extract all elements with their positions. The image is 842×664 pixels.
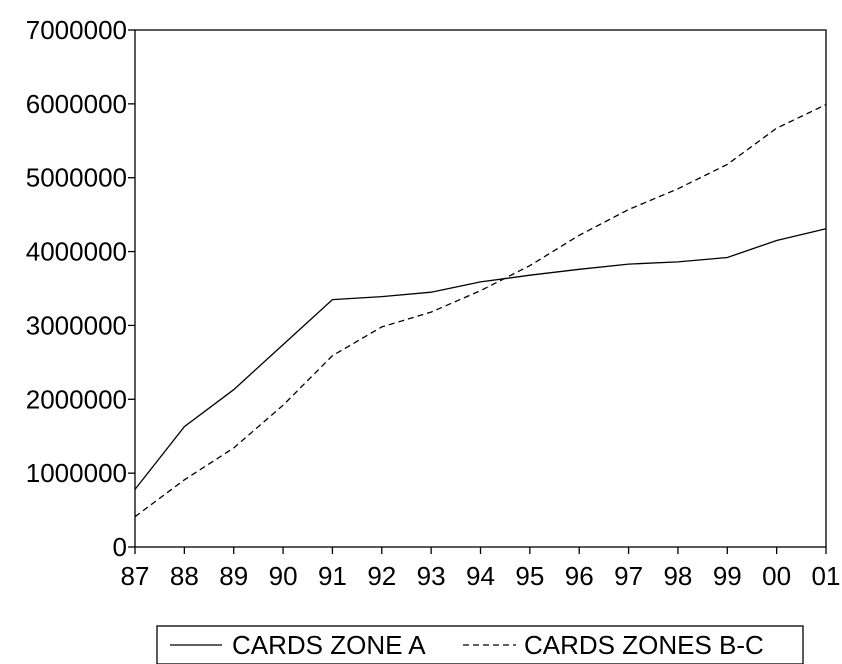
x-tick-label: 87 (121, 561, 150, 591)
x-tick-label: 93 (417, 561, 446, 591)
plot-area (134, 29, 827, 548)
x-axis: 87 88 89 90 91 92 93 94 95 96 97 98 99 00 01 (121, 547, 841, 591)
legend-entry-cards-zones-b-c: CARDS ZONES B-C (524, 630, 764, 660)
x-tick-label: 01 (812, 561, 841, 591)
legend-box (156, 625, 804, 664)
x-tick-label: 96 (565, 561, 594, 591)
y-tick-label: 0 (113, 532, 127, 562)
y-axis: 0 1000000 2000000 3000000 4000000 5000000 6000… (26, 15, 135, 562)
x-tick-label: 89 (219, 561, 248, 591)
y-tick-label: 2000000 (26, 384, 127, 414)
series-line-cards-zone-a (134, 228, 827, 490)
y-tick-label: 3000000 (26, 310, 127, 340)
y-tick-label: 5000000 (26, 163, 127, 193)
series-layer (134, 104, 827, 518)
x-tick-label: 94 (466, 561, 495, 591)
x-tick-label: 97 (614, 561, 643, 591)
x-tick-label: 98 (663, 561, 692, 591)
x-tick-label: 99 (713, 561, 742, 591)
y-tick-label: 4000000 (26, 237, 127, 267)
plot-frame (134, 29, 827, 548)
series-line-cards-zones-b-c (134, 104, 827, 518)
x-tick-label: 95 (515, 561, 544, 591)
y-tick-label: 7000000 (26, 15, 127, 45)
x-tick-label: 90 (269, 561, 298, 591)
legend: CARDS ZONE A CARDS ZONES B-C (156, 625, 804, 664)
x-tick-label: 00 (762, 561, 791, 591)
x-tick-label: 92 (367, 561, 396, 591)
y-tick-label: 6000000 (26, 89, 127, 119)
x-tick-label: 91 (318, 561, 347, 591)
x-tick-label: 88 (170, 561, 199, 591)
legend-entry-cards-zone-a: CARDS ZONE A (232, 630, 426, 660)
y-tick-label: 1000000 (26, 458, 127, 488)
